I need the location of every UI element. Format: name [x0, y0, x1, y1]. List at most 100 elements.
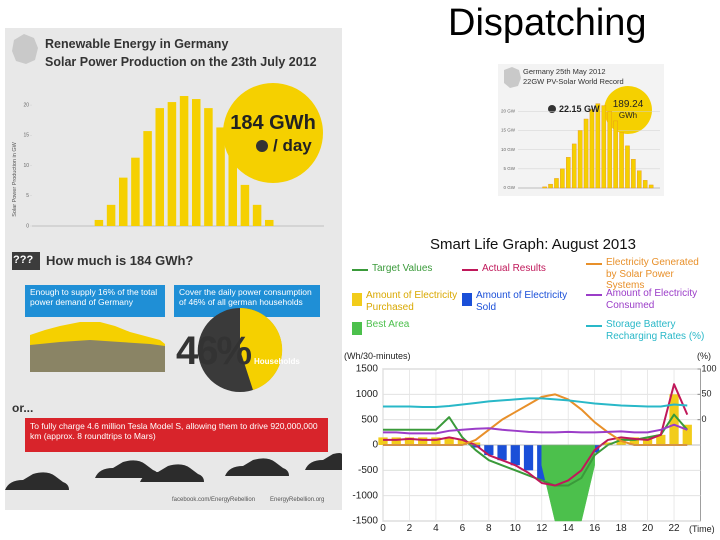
y-tick-label: 500	[361, 414, 378, 425]
bar	[179, 96, 189, 226]
y-tick-label: 1000	[356, 389, 379, 400]
bar	[216, 127, 225, 226]
bar	[131, 157, 140, 226]
legend-item: Actual Results	[462, 263, 570, 275]
legend-item: Amount of Electricity Purchased	[352, 290, 460, 313]
bar	[391, 437, 401, 445]
info-box-left	[25, 285, 165, 317]
legend-label: Best Area	[366, 319, 410, 330]
y2-tick-label: 0	[702, 414, 707, 424]
bar	[560, 168, 565, 189]
bar	[510, 445, 520, 466]
bar	[603, 442, 613, 445]
bar	[470, 442, 481, 445]
legend-label: Actual Results	[482, 263, 546, 274]
legend-label: Target Values	[372, 263, 433, 274]
legend-item: Amount of Electricity Sold	[462, 290, 570, 313]
x-tick-label: 18	[616, 523, 628, 534]
tesla-box	[25, 418, 328, 452]
bar	[106, 204, 116, 226]
bar	[642, 180, 648, 189]
legend-label: Amount of Electricity Sold	[476, 290, 568, 313]
bar	[589, 109, 595, 189]
bar	[378, 437, 388, 445]
smart-title: Smart Life Graph: August 2013	[430, 236, 636, 253]
legend-item: Target Values	[352, 263, 460, 275]
bar	[470, 445, 481, 448]
y-tick-label: -1000	[352, 490, 378, 501]
x-tick-label: 22	[668, 523, 680, 534]
record-total-value: 189.24	[612, 99, 644, 110]
badge-unit: / day	[273, 136, 312, 155]
cars	[5, 453, 342, 490]
bar	[548, 183, 553, 189]
bar	[619, 132, 624, 189]
line	[383, 383, 689, 487]
question: How much is 184 GWh?	[46, 253, 194, 268]
y-tick-label: 0	[372, 440, 378, 451]
bar	[648, 184, 654, 189]
y-tick-label: 5	[26, 193, 29, 199]
y-tick-label: 0	[26, 223, 29, 229]
infographic-subheading: Solar Power Production on the 23th July …	[45, 55, 317, 69]
legend-swatch	[586, 263, 602, 265]
bar	[566, 157, 571, 189]
bar	[264, 219, 274, 226]
legend-label: Amount of Electricity Consumed	[606, 288, 698, 311]
y-tick-label: -1500	[352, 516, 378, 527]
bar	[167, 102, 177, 226]
legend-swatch	[352, 293, 362, 306]
bar	[637, 170, 642, 189]
bar	[431, 437, 441, 445]
legend-item: Best Area	[352, 319, 460, 335]
legend-swatch	[586, 294, 602, 296]
sun-icon	[548, 105, 556, 113]
households-label: Households	[254, 357, 300, 366]
footer-site: EnergyRebellion.org	[270, 497, 325, 503]
slide-title: Dispatching	[448, 2, 647, 44]
legend-item: Storage Battery Recharging Rates (%)	[586, 319, 711, 342]
x-tick-label: 2	[407, 523, 413, 534]
legend-label: Amount of Electricity Purchased	[366, 290, 458, 313]
legend-label: Electricity Generated by Solar Power Sys…	[606, 257, 699, 291]
bar	[94, 219, 104, 226]
record-total-unit: GWh	[618, 111, 638, 120]
bar	[497, 445, 507, 461]
bar	[669, 394, 679, 445]
badge-amount: 184 GWh	[230, 112, 316, 134]
y2-axis-label: (%)	[697, 351, 711, 361]
footer-facebook: facebook.com/EnergyRebellion	[172, 497, 256, 503]
car	[95, 460, 159, 478]
legend-item: Electricity Generated by Solar Power Sys…	[586, 257, 711, 292]
bar	[613, 120, 618, 189]
y-tick-label: 1500	[356, 364, 379, 375]
x-tick-label: 10	[510, 523, 522, 534]
bar	[444, 437, 454, 445]
bar	[577, 130, 583, 189]
y-tick-label: 5 GW	[503, 166, 515, 171]
y-tick-label: 20 GW	[501, 109, 516, 114]
info-left-text: Enough to supply 16% of the total power …	[30, 287, 158, 307]
x-axis-label: (Time)	[689, 524, 715, 534]
bar	[418, 437, 428, 445]
bar	[404, 437, 415, 445]
car	[5, 472, 69, 490]
info-right-text: Cover the daily power consumption of 46%…	[179, 287, 312, 307]
x-tick-label: 0	[380, 523, 386, 534]
question-icon	[12, 252, 40, 270]
y-axis-label: (Wh/30-minutes)	[344, 351, 411, 361]
y2-tick-label: 100	[702, 363, 717, 373]
question-mark: ???	[13, 254, 34, 266]
y-tick-label: 0 GW	[503, 185, 515, 190]
bar	[571, 143, 577, 189]
car	[140, 464, 204, 482]
bar	[240, 184, 250, 226]
bar	[595, 103, 601, 189]
y-tick-label: 10 GW	[501, 147, 516, 152]
x-tick-label: 12	[536, 523, 548, 534]
sun-icon	[256, 140, 268, 152]
bar	[155, 108, 165, 226]
y-axis-label: Solar Power Production in GW	[12, 141, 18, 216]
x-tick-label: 14	[563, 523, 575, 534]
